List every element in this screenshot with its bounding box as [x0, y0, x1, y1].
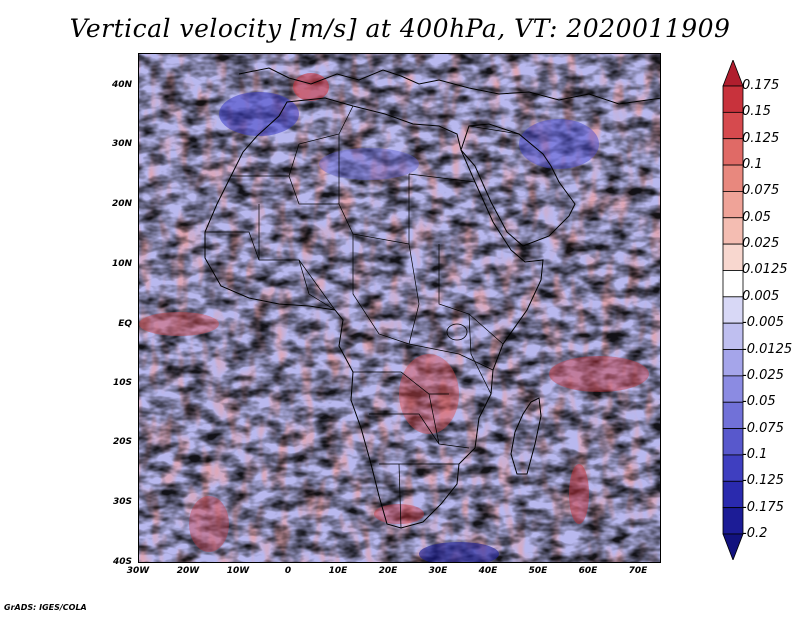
colorbar-box: [722, 138, 744, 166]
colorbar-box: [722, 270, 744, 298]
map-panel: [138, 53, 661, 563]
colorbar-bottom-arrow: [722, 533, 744, 560]
colorbar-level-label: -0.2: [742, 526, 768, 541]
colorbar-level-label: -0.0125: [742, 341, 793, 357]
colorbar-level-label: -0.05: [742, 394, 776, 410]
colorbar-box: [722, 428, 744, 456]
lat-label-30s: 30S: [112, 497, 132, 507]
colorbar-box: [722, 480, 744, 509]
colorbar: [722, 60, 744, 560]
madagascar-coastline: [510, 397, 542, 475]
colorbar-box: [722, 454, 744, 482]
country-borders: [205, 105, 520, 529]
europe-coastline: [238, 67, 660, 105]
colorbar-box: [722, 164, 744, 192]
colorbar-level-label: 0.15: [742, 104, 771, 120]
lat-label-40n: 40N: [111, 80, 132, 90]
lon-label-10w: 10W: [226, 566, 250, 576]
lat-label-10n: 10N: [111, 259, 132, 269]
colorbar-box: [722, 322, 744, 350]
colorbar-box: [722, 401, 744, 429]
colorbar-boxes: [722, 60, 744, 560]
lon-label-60e: 60E: [578, 566, 598, 576]
lat-label-10s: 10S: [112, 378, 132, 388]
colorbar-box: [722, 349, 744, 377]
colorbar-level-label: 0.1: [742, 157, 763, 173]
lat-label-eq: EQ: [118, 319, 132, 329]
lon-label-20w: 20W: [176, 566, 200, 576]
africa-coastline: [204, 97, 544, 529]
credit-text: GrADS: IGES/COLA: [4, 603, 87, 612]
map-title: Vertical velocity [m/s] at 400hPa, VT: 2…: [69, 14, 731, 43]
colorbar-level-label: -0.175: [742, 499, 784, 515]
colorbar-box: [722, 243, 744, 271]
colorbar-level-label: 0.075: [742, 183, 780, 199]
colorbar-level-label: 0.005: [742, 288, 780, 304]
lat-label-30n: 30N: [111, 139, 132, 149]
colorbar-level-label: 0.05: [742, 209, 771, 225]
colorbar-level-label: 0.025: [742, 236, 780, 252]
colorbar-box: [722, 296, 744, 324]
lon-label-0: 0: [284, 566, 292, 576]
lat-label-20s: 20S: [112, 437, 132, 447]
colorbar-box: [722, 85, 744, 113]
vertical-velocity-field: [139, 54, 660, 562]
colorbar-level-label: 0.175: [742, 78, 780, 93]
lat-label-20n: 20N: [111, 199, 132, 209]
colorbar-box: [722, 191, 744, 219]
lon-label-30w: 30W: [126, 566, 150, 576]
colorbar-top-arrow: [722, 60, 744, 87]
intense-cells: [139, 73, 649, 562]
colorbar-level-label: -0.025: [742, 367, 784, 383]
colorbar-box: [722, 375, 744, 403]
lon-label-30e: 30E: [428, 566, 448, 576]
colorbar-level-label: 0.125: [742, 130, 780, 146]
colorbar-level-label: -0.075: [742, 420, 784, 436]
colorbar-box: [722, 507, 744, 535]
colorbar-level-label: -0.1: [742, 446, 768, 462]
colorbar-level-label: -0.005: [742, 315, 784, 331]
lon-label-20e: 20E: [378, 566, 398, 576]
lon-label-50e: 50E: [528, 566, 548, 576]
arabia-coastline: [460, 123, 576, 247]
lon-label-40e: 40E: [478, 566, 498, 576]
lat-label-40s: 40S: [112, 557, 132, 567]
lon-label-10e: 10E: [328, 566, 348, 576]
lake-victoria: [446, 323, 468, 341]
colorbar-box: [722, 111, 744, 140]
colorbar-box: [722, 217, 744, 245]
lon-label-70e: 70E: [628, 566, 648, 576]
colorbar-level-label: 0.0125: [742, 262, 788, 278]
colorbar-level-label: -0.125: [742, 473, 784, 489]
